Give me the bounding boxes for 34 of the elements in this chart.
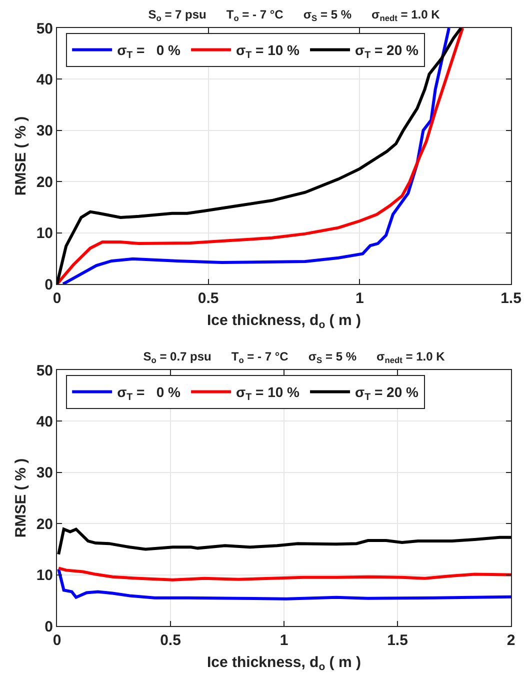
x-tick-label: 2 xyxy=(506,632,516,649)
x-tick-label: 0.5 xyxy=(198,290,219,307)
line-series xyxy=(57,566,511,582)
y-tick-label: 50 xyxy=(36,20,53,38)
y-tick-label: 20 xyxy=(36,174,53,191)
y-tick-label: 20 xyxy=(36,516,53,533)
y-tick-label: 50 xyxy=(36,362,53,380)
y-tick-label: 10 xyxy=(36,225,53,242)
y-tick-label: 0 xyxy=(44,618,53,636)
y-tick-label: 0 xyxy=(44,276,53,294)
legend-label: σ$_{T}$ = 20 % xyxy=(355,384,420,404)
x-tick-label: 1.5 xyxy=(500,290,522,307)
chart-title: S$_{o}$ = 0.7 psu T$_{o}$ = - 7 °C σ$_{S}$ = 5 % σ$_{nedt}$ = 1.0 K xyxy=(143,350,445,366)
line-series xyxy=(57,568,511,600)
legend-label: σ$_{T}$ = 0 % xyxy=(117,384,182,404)
legend-label: σ$_{T}$ = 10 % xyxy=(236,42,300,62)
y-tick-label: 40 xyxy=(36,413,53,430)
x-axis-title: Ice thickness, d$_{o}$ ( m ) xyxy=(207,654,361,674)
y-tick-label: 30 xyxy=(36,122,53,140)
x-tick-label: 0.5 xyxy=(160,632,181,649)
y-tick-label: 30 xyxy=(36,464,53,482)
chart-title: S$_{o}$ = 7 psu T$_{o}$ = - 7 °C σ$_{S}$ = 5 % σ$_{nedt}$ = 1.0 K xyxy=(148,8,440,24)
y-tick-label: 10 xyxy=(36,567,53,584)
y-axis-title: RMSE ( % ) xyxy=(12,116,30,196)
y-axis-title: RMSE ( % ) xyxy=(12,458,30,538)
line-series xyxy=(57,528,511,556)
legend-label: σ$_{T}$ = 20 % xyxy=(355,42,420,62)
legend-label: σ$_{T}$ = 0 % xyxy=(117,42,182,62)
x-tick-label: 1 xyxy=(356,290,364,307)
x-axis-title: Ice thickness, d$_{o}$ ( m ) xyxy=(207,312,361,332)
x-tick-label: 1.5 xyxy=(387,632,408,649)
y-tick-label: 40 xyxy=(36,71,53,88)
legend-label: σ$_{T}$ = 10 % xyxy=(236,384,300,404)
x-tick-label: 1 xyxy=(280,632,288,649)
